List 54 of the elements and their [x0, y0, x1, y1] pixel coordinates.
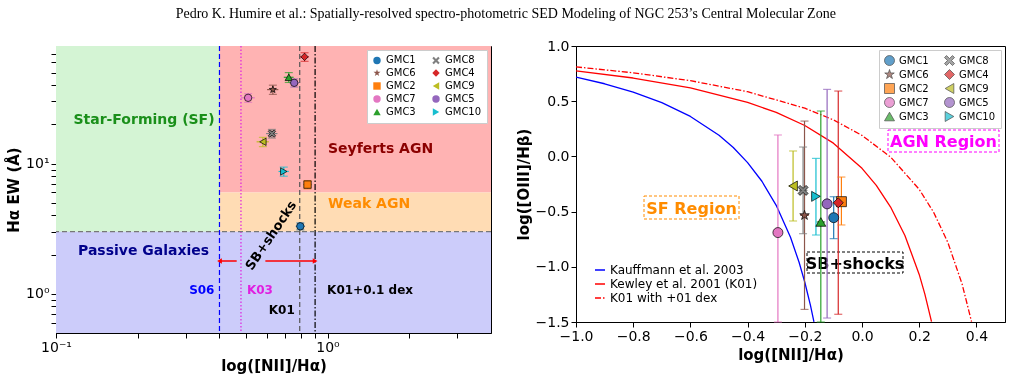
band-label: Star-Forming (SF): [73, 111, 215, 127]
ref-line-label: K01+0.1 dex: [327, 283, 414, 297]
legend-label: GMC8: [959, 54, 989, 66]
y-tick-label: −0.5: [535, 203, 570, 220]
legend-label: GMC9: [959, 82, 989, 94]
x-tick-label: −0.8: [616, 327, 651, 344]
x-tick-label: −0.2: [788, 327, 823, 344]
legend-label: GMC6: [899, 68, 929, 80]
y-tick-label: 0.0: [547, 147, 570, 164]
annotation: AGN Region: [890, 132, 997, 151]
ref-line-label: K03: [246, 283, 273, 297]
legend-label: GMC9: [445, 80, 475, 91]
x-axis-title: log([NII]/Hα): [221, 356, 327, 375]
ref-line-label: S06: [189, 283, 215, 297]
y-tick-label: 1.0: [547, 37, 570, 54]
legend-label: GMC5: [445, 93, 475, 104]
legend-label: Kewley et al. 2001 (K01): [610, 277, 758, 291]
y-tick-label: 0.5: [547, 92, 570, 109]
legend-label: GMC6: [386, 67, 416, 78]
band-label: Seyferts AGN: [328, 140, 434, 156]
legend-label: GMC10: [445, 106, 482, 117]
legend-label: GMC4: [445, 67, 475, 78]
legend-label: Kauffmann et al. 2003: [610, 263, 744, 277]
ref-line-label: K01: [268, 303, 295, 317]
legend-label: GMC7: [386, 93, 416, 104]
legend-label: GMC1: [899, 54, 929, 66]
legend-label: GMC3: [899, 110, 929, 122]
x-tick-label: −0.6: [673, 327, 708, 344]
y-axis-title: Hα EW (Å): [4, 147, 24, 233]
legend-label: K01 with +01 dex: [610, 291, 718, 305]
legend-label: GMC4: [959, 68, 989, 80]
legend-label: GMC10: [959, 110, 996, 122]
x-tick-label: −0.4: [731, 327, 766, 344]
x-tick-label: 0.2: [908, 327, 931, 344]
x-tick-label: 0.0: [851, 327, 874, 344]
y-tick-label: −1.5: [535, 313, 570, 330]
x-tick-label: 0.4: [965, 327, 989, 344]
y-tick-label: −1.0: [535, 258, 570, 275]
legend-label: GMC1: [386, 54, 416, 66]
band-label: Weak AGN: [328, 195, 411, 211]
y-axis-title: log([OIII]/Hβ): [514, 128, 533, 241]
text: Pedro K. Humire et al.: Spatially-resolved spectro-photometric SED Modeling of NGC 253’s Central Molecular Zone: [175, 5, 836, 21]
band-label: Passive Galaxies: [78, 242, 210, 258]
annotation: SF Region: [646, 198, 737, 218]
legend-label: GMC3: [386, 106, 416, 117]
legend-label: GMC2: [899, 82, 929, 94]
legend-label: GMC8: [445, 54, 475, 66]
legend-label: GMC7: [899, 96, 929, 108]
x-tick-label: −1.0: [559, 327, 594, 344]
y-tick-label: 10¹: [26, 155, 50, 172]
legend-label: GMC5: [959, 96, 989, 108]
x-axis-title: log([NII]/Hα): [738, 345, 844, 364]
x-tick-label: 10⁻¹: [41, 338, 72, 355]
legend-label: GMC2: [386, 80, 416, 91]
